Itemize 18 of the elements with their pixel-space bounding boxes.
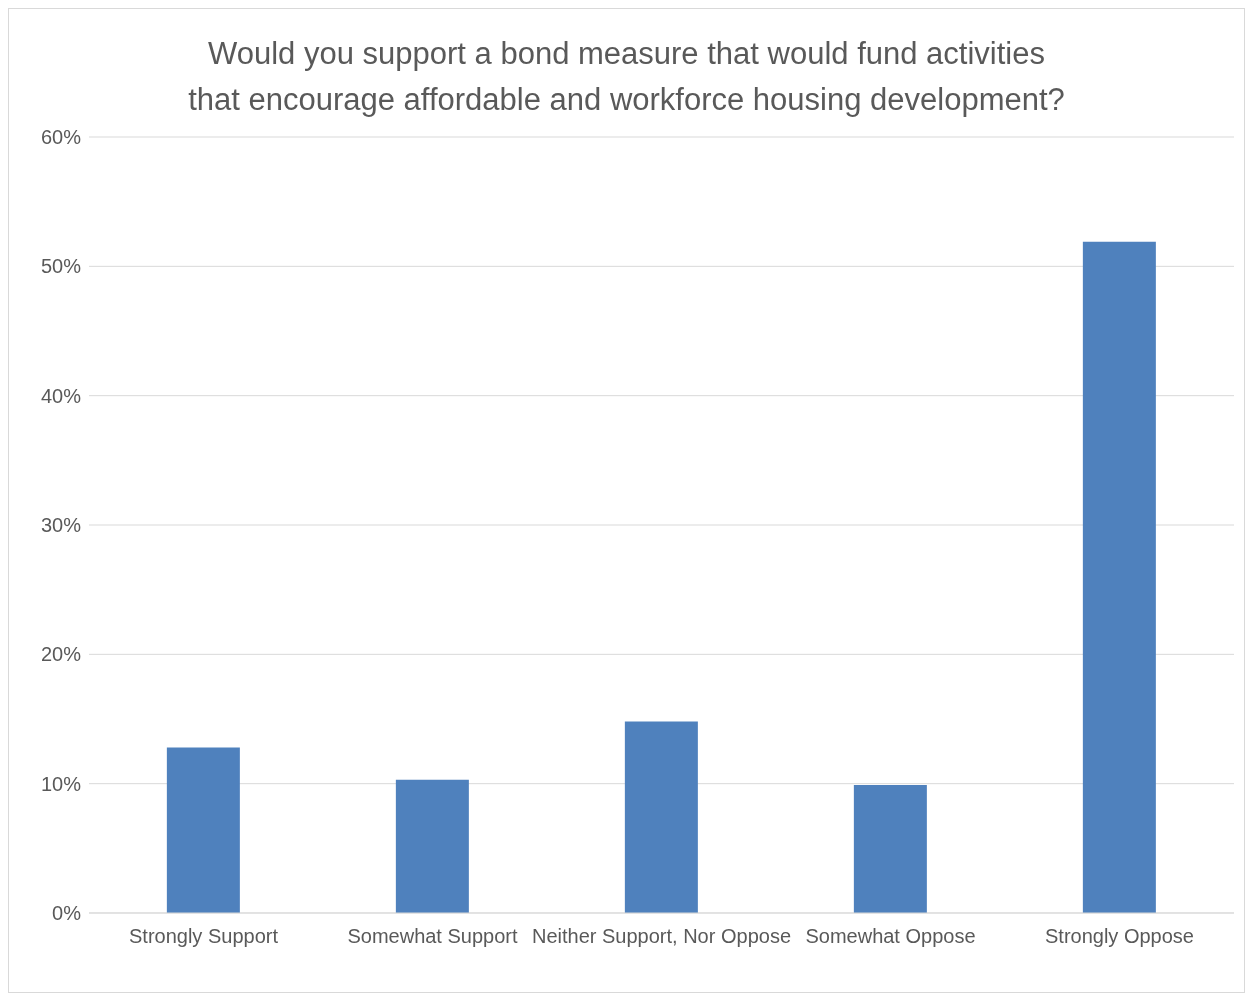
chart-title: Would you support a bond measure that would fund activities that encourage affordable and workforce housing development? (187, 35, 1066, 119)
y-tick-label: 50% (40, 255, 82, 278)
bar (624, 721, 698, 913)
x-tick-label: Neither Support, Nor Oppose (531, 925, 792, 948)
x-tick-label: Strongly Oppose (1045, 925, 1194, 948)
bar (395, 779, 469, 913)
y-tick-label: 40% (40, 384, 82, 407)
bar (1082, 241, 1156, 913)
bar (853, 784, 927, 913)
y-tick-label: 60% (40, 126, 82, 149)
x-tick-label: Somewhat Support (347, 925, 518, 948)
y-tick-label: 0% (52, 902, 82, 925)
y-tick-label: 10% (40, 772, 82, 795)
y-tick-label: 30% (40, 514, 82, 537)
bar (166, 747, 240, 913)
x-tick-label: Somewhat Oppose (805, 925, 976, 948)
x-tick-label: Strongly Support (129, 925, 279, 948)
y-tick-label: 20% (40, 643, 82, 666)
